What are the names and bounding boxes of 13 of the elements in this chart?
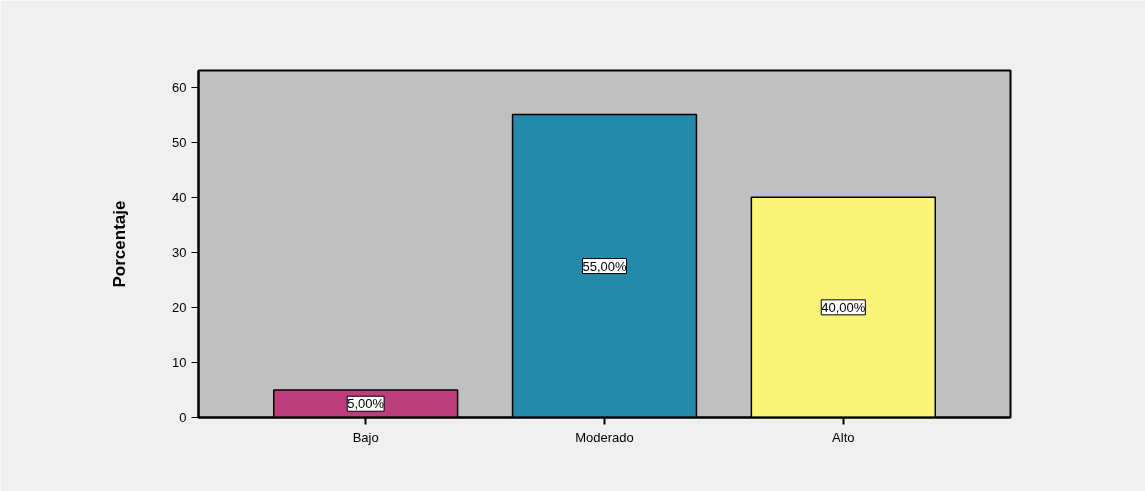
y-tick-label: 10 <box>172 354 187 370</box>
y-tick-label: 0 <box>179 410 187 425</box>
y-tick-label: 20 <box>172 299 187 315</box>
y-tick-label: 50 <box>172 134 187 150</box>
data-label: 5,00% <box>347 396 385 412</box>
x-tick-label: Alto <box>832 429 855 445</box>
y-tick-label: 60 <box>172 79 187 95</box>
y-axis-title: Porcentaje <box>110 200 130 288</box>
x-tick-label: Moderado <box>575 429 634 445</box>
data-label: 55,00% <box>582 258 627 274</box>
y-tick-label: 40 <box>172 189 187 205</box>
x-tick-label: Bajo <box>352 429 379 445</box>
y-tick-label: 30 <box>172 244 187 260</box>
